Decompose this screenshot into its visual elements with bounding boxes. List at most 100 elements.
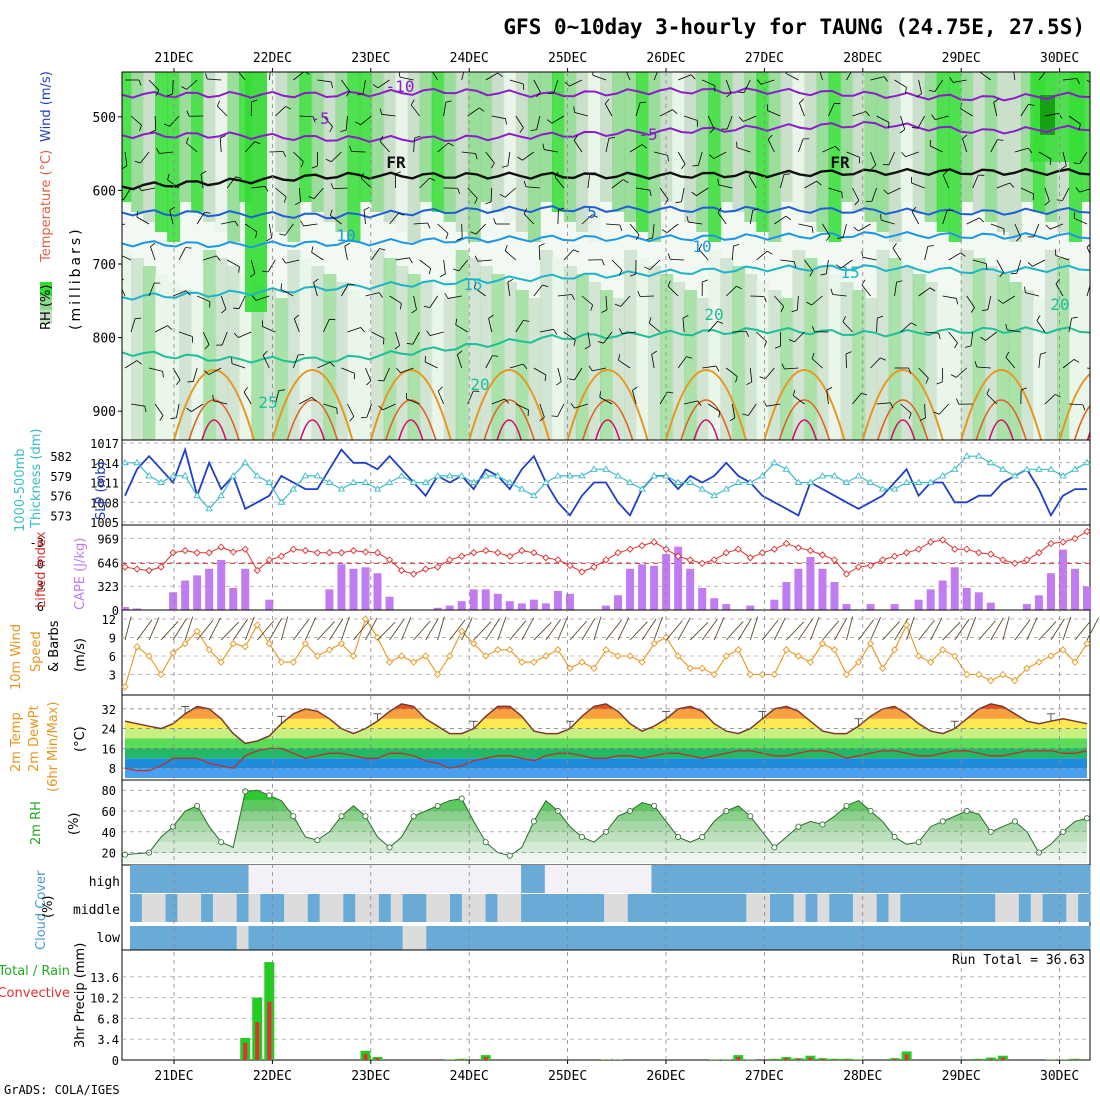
wind-unit: (m/s) — [73, 638, 88, 672]
cloud-low-cell — [201, 926, 213, 950]
cloud-middle-cell — [865, 894, 877, 922]
cloud-high-cell — [450, 865, 462, 893]
cloud-middle-cell — [675, 894, 687, 922]
cloud-low-cell — [237, 926, 249, 950]
cloud-high-cell — [367, 865, 379, 893]
rh-point — [363, 814, 368, 819]
run-total: Run Total = 36.63 — [952, 953, 1085, 968]
wind-barb — [1093, 116, 1095, 130]
bottom-date-label: 25DEC — [548, 1069, 587, 1084]
cape-bar — [806, 557, 814, 610]
cloud-low-cell — [1031, 926, 1043, 950]
cloud-middle-cell — [699, 894, 711, 922]
rh-band-lower — [203, 250, 216, 440]
rh-band-lower — [648, 266, 661, 456]
cape-tick-label: 646 — [97, 556, 119, 570]
cloud-middle-cell — [782, 894, 794, 922]
cloud-middle-cell — [260, 894, 272, 922]
precip-tick-label: 13.6 — [90, 971, 119, 985]
cloud-low-cell — [569, 926, 581, 950]
cape-bar — [963, 588, 971, 610]
cloud-low-cell — [391, 926, 403, 950]
rh-band-lower — [1045, 250, 1058, 440]
bottom-date-label: 26DEC — [646, 1069, 685, 1084]
cape-bar — [530, 600, 538, 610]
cloud-low-cell — [331, 926, 343, 950]
cloud-low-cell — [687, 926, 699, 950]
cloud-low-cell — [1007, 926, 1019, 950]
cloud-middle-cell — [746, 894, 758, 922]
precip-conv-bar — [1001, 1058, 1005, 1060]
contour-label: -5 — [310, 109, 329, 128]
rh-point — [820, 822, 825, 827]
precip-conv-bar — [484, 1057, 488, 1060]
cloud-middle-cell — [450, 894, 462, 922]
cloud-high-cell — [474, 865, 486, 893]
cloud-high-cell — [272, 865, 284, 893]
cloud-high-cell — [1054, 865, 1066, 893]
rh-point — [531, 819, 536, 824]
cloud-high-cell — [213, 865, 225, 893]
cloud-high-cell — [462, 865, 474, 893]
wind-barb-feather — [979, 66, 981, 72]
rh2m-unit: (%) — [67, 813, 82, 836]
cloud-middle-cell — [130, 894, 142, 922]
cape-tick-label: 323 — [97, 580, 119, 594]
contour-label: 10 — [692, 237, 711, 256]
pressure-tick-label: 600 — [93, 184, 116, 199]
temp-tick-label: 8 — [109, 762, 116, 776]
cloud-middle-cell — [971, 894, 983, 922]
cloud-high-cell — [912, 865, 924, 893]
cloud-high-cell — [237, 865, 249, 893]
cloud-middle-cell — [569, 894, 581, 922]
precip-conv-bar — [376, 1058, 380, 1060]
cloud-middle-cell — [533, 894, 545, 922]
pressure-tick-label: 500 — [93, 111, 116, 126]
rh-point — [507, 853, 512, 858]
cloud-middle-cell — [225, 894, 237, 922]
cape-bar — [1071, 569, 1079, 610]
contour-label: -5 — [638, 125, 657, 144]
cloud-high-cell — [166, 865, 178, 893]
cape-bar — [1059, 550, 1067, 610]
cloud-low-cell — [249, 926, 261, 950]
rh-band-upper — [913, 72, 926, 212]
cloud-high-cell — [569, 865, 581, 893]
rh-band-lower — [480, 266, 493, 456]
cape-bar — [915, 600, 923, 610]
contour-label: FR — [830, 153, 850, 172]
cloud-low-cell — [877, 926, 889, 950]
cloud-high-cell — [426, 865, 438, 893]
cloud-low-cell — [545, 926, 557, 950]
cloud-high-cell — [308, 865, 320, 893]
cloud-level-high: high — [89, 875, 120, 890]
rh2m-label: 2m RH — [29, 801, 44, 845]
cloud-low-cell — [1043, 926, 1055, 950]
cloud-high-cell — [746, 865, 758, 893]
pressure-tick-label: 700 — [93, 258, 116, 273]
cape-bar — [987, 603, 995, 610]
precip-conv-bar — [267, 1002, 271, 1060]
temp-band — [122, 768, 1090, 778]
cloud-middle-cell — [249, 894, 261, 922]
cloud-low-cell — [509, 926, 521, 950]
cloud-high-cell — [355, 865, 367, 893]
wind-barb — [1093, 404, 1100, 415]
cloud-middle-cell — [853, 894, 865, 922]
rh-tick-label: 40 — [102, 826, 116, 840]
cloud-high-cell — [699, 865, 711, 893]
cloud-high-cell — [1031, 865, 1043, 893]
rh-band — [122, 842, 1090, 852]
rh-point — [1012, 819, 1017, 824]
rh-tick-label: 80 — [102, 784, 116, 798]
cloud-low-cell — [841, 926, 853, 950]
wind-barb-feather — [692, 165, 698, 166]
rh-tick-label: 20 — [102, 847, 116, 861]
rh-band-upper — [841, 72, 854, 202]
cloud-low-cell — [284, 926, 296, 950]
precip-conv-bar — [243, 1043, 247, 1060]
temp-label-1: 2m Temp — [9, 712, 24, 772]
